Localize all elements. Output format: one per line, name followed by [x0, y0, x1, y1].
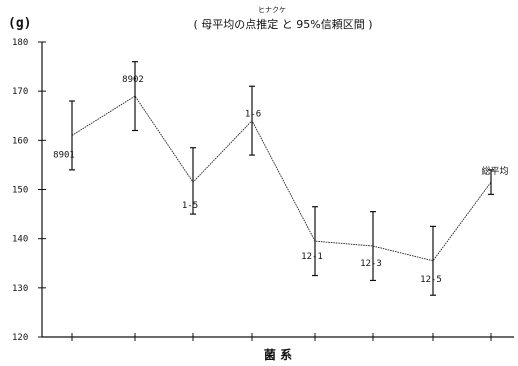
point-labels: 8901 8902 1-5 1-6 12-1 12-3 12-5 総平均 — [53, 75, 508, 285]
point-label-8901: 8901 — [53, 150, 75, 160]
point-label-総平均: 総平均 — [481, 165, 508, 177]
y-tick-label: 180 — [12, 38, 28, 48]
y-tick-label: 140 — [12, 235, 28, 245]
y-tick-label: 150 — [12, 186, 28, 196]
y-tick-label: 160 — [12, 136, 28, 146]
point-label-1-6: 1-6 — [245, 110, 261, 120]
chart-title-annotation: ヒナクケ — [258, 6, 286, 14]
y-tick-label: 170 — [12, 87, 28, 97]
point-label-1-5: 1-5 — [182, 201, 198, 211]
y-unit-label: (g) — [8, 16, 31, 31]
point-label-12-5: 12-5 — [420, 275, 442, 285]
x-axis-label: 菌 系 — [264, 347, 292, 362]
point-label-12-1: 12-1 — [301, 252, 323, 262]
y-axis-ticks: 120 130 140 150 160 170 180 — [12, 38, 492, 343]
mean-line — [71, 95, 492, 262]
point-label-12-3: 12-3 — [360, 259, 382, 269]
y-tick-label: 120 — [12, 333, 28, 343]
chart-title: ( 母平均の点推定 と 95%信頼区間 ) — [193, 17, 372, 31]
series — [71, 95, 492, 262]
point-label-8902: 8902 — [122, 75, 144, 85]
error-bars — [69, 61, 494, 296]
y-tick-label: 130 — [12, 284, 28, 294]
axes — [41, 42, 514, 338]
